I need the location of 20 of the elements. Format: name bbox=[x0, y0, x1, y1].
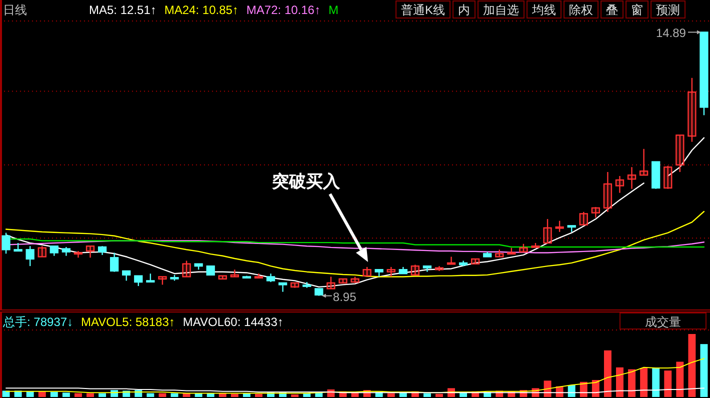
chart-title: 日线 bbox=[3, 3, 27, 17]
text: 内 bbox=[458, 3, 470, 17]
text: MA72: 10.16↑ bbox=[246, 3, 320, 17]
annotation: 14.89 bbox=[656, 26, 686, 40]
annotation: 突破买入 bbox=[271, 172, 341, 191]
text: MAVOL60: 14433↑ bbox=[182, 315, 284, 329]
text: 窗 bbox=[631, 3, 644, 17]
text: MAVOL5: 58183↑ bbox=[81, 315, 175, 329]
text: MA24: 10.85↑ bbox=[164, 3, 238, 17]
text: MA5: 12.51↑ bbox=[89, 3, 156, 17]
text: M bbox=[328, 3, 338, 17]
text: 叠 bbox=[606, 3, 618, 17]
text: 预测 bbox=[656, 3, 680, 17]
text: 总手: 78937↓ bbox=[2, 315, 74, 329]
text: 除权 bbox=[569, 3, 594, 17]
text: 均线 bbox=[531, 3, 556, 17]
chart-title: 成交量 bbox=[645, 315, 681, 329]
text: 普通K线 bbox=[401, 3, 446, 17]
annotation: 8.95 bbox=[332, 290, 357, 304]
text: 加自选 bbox=[483, 3, 520, 17]
